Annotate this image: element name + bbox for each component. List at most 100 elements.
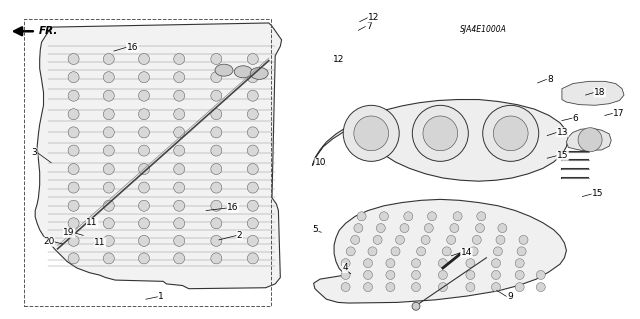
Circle shape xyxy=(211,235,222,246)
Circle shape xyxy=(376,224,385,233)
Circle shape xyxy=(515,283,524,292)
Circle shape xyxy=(68,72,79,83)
Circle shape xyxy=(438,259,447,268)
Circle shape xyxy=(103,253,115,264)
Circle shape xyxy=(173,127,185,138)
Text: 12: 12 xyxy=(333,56,344,64)
Circle shape xyxy=(438,283,447,292)
Circle shape xyxy=(103,235,115,246)
Circle shape xyxy=(386,259,395,268)
Circle shape xyxy=(368,247,377,256)
Circle shape xyxy=(211,253,222,264)
Text: 15: 15 xyxy=(557,151,568,160)
Circle shape xyxy=(68,164,79,174)
Circle shape xyxy=(412,105,468,161)
Circle shape xyxy=(341,283,350,292)
Circle shape xyxy=(450,224,459,233)
Circle shape xyxy=(380,212,388,221)
Circle shape xyxy=(68,54,79,64)
Circle shape xyxy=(343,105,399,161)
Circle shape xyxy=(351,235,360,244)
Circle shape xyxy=(346,247,355,256)
Circle shape xyxy=(498,224,507,233)
Circle shape xyxy=(247,54,259,64)
Circle shape xyxy=(578,128,602,152)
Circle shape xyxy=(103,72,115,83)
Circle shape xyxy=(68,127,79,138)
Circle shape xyxy=(211,72,222,83)
Circle shape xyxy=(103,164,115,174)
Circle shape xyxy=(211,109,222,120)
Circle shape xyxy=(173,253,185,264)
Circle shape xyxy=(496,235,505,244)
Text: 13: 13 xyxy=(557,128,568,137)
Text: 5: 5 xyxy=(312,225,318,234)
Circle shape xyxy=(103,218,115,229)
Circle shape xyxy=(466,271,475,279)
Text: 11: 11 xyxy=(94,238,106,247)
Circle shape xyxy=(404,212,413,221)
Text: 2: 2 xyxy=(237,231,243,240)
Text: 16: 16 xyxy=(127,43,138,52)
Circle shape xyxy=(466,259,475,268)
Text: 18: 18 xyxy=(594,88,605,97)
Circle shape xyxy=(68,109,79,120)
Circle shape xyxy=(417,247,426,256)
Circle shape xyxy=(247,109,259,120)
Circle shape xyxy=(138,235,150,246)
Circle shape xyxy=(103,109,115,120)
Circle shape xyxy=(247,145,259,156)
Circle shape xyxy=(173,164,185,174)
Circle shape xyxy=(412,259,420,268)
Circle shape xyxy=(173,200,185,211)
Circle shape xyxy=(386,271,395,279)
Circle shape xyxy=(515,259,524,268)
Polygon shape xyxy=(314,199,566,303)
Circle shape xyxy=(492,271,500,279)
Circle shape xyxy=(519,235,528,244)
Circle shape xyxy=(138,164,150,174)
Circle shape xyxy=(68,145,79,156)
Circle shape xyxy=(138,54,150,64)
Circle shape xyxy=(515,271,524,279)
Circle shape xyxy=(138,145,150,156)
Circle shape xyxy=(173,72,185,83)
Text: 15: 15 xyxy=(592,189,604,198)
Circle shape xyxy=(472,235,481,244)
Circle shape xyxy=(138,218,150,229)
Circle shape xyxy=(103,145,115,156)
Circle shape xyxy=(428,212,436,221)
Circle shape xyxy=(412,271,420,279)
Circle shape xyxy=(421,235,430,244)
Text: 3: 3 xyxy=(31,148,37,157)
Text: 17: 17 xyxy=(613,109,625,118)
Circle shape xyxy=(173,54,185,64)
Circle shape xyxy=(247,218,259,229)
Circle shape xyxy=(453,212,462,221)
Circle shape xyxy=(341,259,350,268)
Text: 14: 14 xyxy=(461,248,472,257)
Circle shape xyxy=(173,145,185,156)
Circle shape xyxy=(173,182,185,193)
Circle shape xyxy=(138,90,150,101)
Text: 10: 10 xyxy=(315,158,326,167)
Circle shape xyxy=(173,90,185,101)
Circle shape xyxy=(211,127,222,138)
Circle shape xyxy=(68,218,79,229)
Circle shape xyxy=(483,105,539,161)
Circle shape xyxy=(412,283,420,292)
Circle shape xyxy=(103,127,115,138)
Circle shape xyxy=(103,182,115,193)
Circle shape xyxy=(247,72,259,83)
Circle shape xyxy=(138,200,150,211)
Circle shape xyxy=(400,224,409,233)
Ellipse shape xyxy=(215,64,233,76)
Circle shape xyxy=(447,235,456,244)
Text: 19: 19 xyxy=(63,228,75,237)
Text: FR.: FR. xyxy=(38,26,58,36)
Circle shape xyxy=(138,127,150,138)
Circle shape xyxy=(536,271,545,279)
Circle shape xyxy=(476,224,484,233)
Circle shape xyxy=(493,247,502,256)
Circle shape xyxy=(211,200,222,211)
